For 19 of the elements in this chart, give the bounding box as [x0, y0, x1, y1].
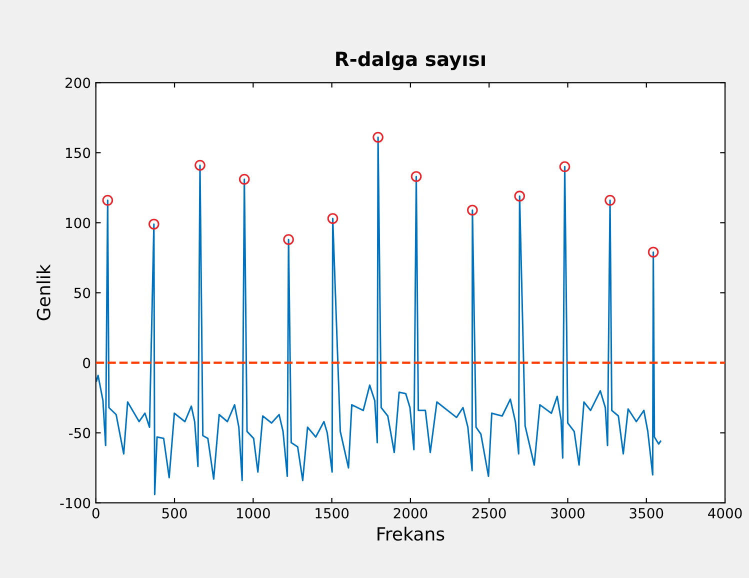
- x-axis-title: Frekans: [378, 526, 444, 541]
- y-tick-label: -100: [60, 498, 90, 508]
- x-tick-label: 1500: [316, 508, 349, 518]
- x-tick-label: 3000: [551, 508, 584, 518]
- x-tick-label: 4000: [708, 508, 742, 518]
- y-tick-label: 100: [66, 218, 90, 228]
- x-tick-label: 2500: [472, 508, 506, 518]
- chart-title: R-dalga sayısı: [336, 51, 485, 70]
- y-axis-title: Genlik: [36, 264, 50, 320]
- x-tick-label: 2000: [394, 508, 428, 518]
- y-tick-label: -50: [69, 428, 90, 438]
- y-tick-label: 200: [66, 78, 90, 88]
- x-tick-label: 500: [162, 508, 187, 518]
- y-tick-label: 50: [74, 288, 90, 298]
- x-tick-label: 3500: [630, 508, 664, 518]
- y-tick-label: 150: [66, 148, 90, 158]
- y-tick-label: 0: [83, 358, 90, 368]
- x-tick-label: 1000: [237, 508, 270, 518]
- x-tick-label: 0: [92, 508, 100, 518]
